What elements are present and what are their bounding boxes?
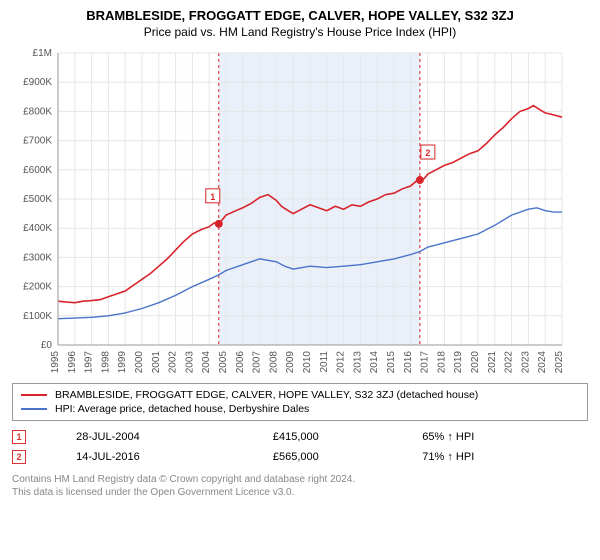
legend-label: HPI: Average price, detached house, Derb… — [55, 403, 309, 415]
markers-table: 1 28-JUL-2004 £415,000 65% ↑ HPI 2 14-JU… — [12, 427, 588, 467]
svg-text:2009: 2009 — [285, 351, 296, 374]
svg-text:1: 1 — [210, 192, 215, 202]
svg-text:2024: 2024 — [537, 351, 548, 374]
svg-text:2016: 2016 — [403, 351, 414, 374]
svg-text:2020: 2020 — [470, 351, 481, 374]
svg-text:£300K: £300K — [23, 252, 52, 263]
svg-text:2022: 2022 — [504, 351, 515, 374]
legend-item: HPI: Average price, detached house, Derb… — [21, 402, 579, 416]
marker-hpi: 71% ↑ HPI — [422, 447, 588, 467]
legend: BRAMBLESIDE, FROGGATT EDGE, CALVER, HOPE… — [12, 383, 588, 421]
svg-text:2025: 2025 — [554, 351, 565, 374]
legend-swatch — [21, 394, 47, 396]
svg-text:2018: 2018 — [436, 351, 447, 374]
svg-text:£800K: £800K — [23, 106, 52, 117]
svg-text:2002: 2002 — [168, 351, 179, 374]
svg-text:2001: 2001 — [151, 351, 162, 374]
svg-text:2007: 2007 — [252, 351, 263, 374]
svg-text:£1M: £1M — [33, 48, 52, 59]
svg-text:1995: 1995 — [50, 351, 61, 374]
svg-text:£400K: £400K — [23, 223, 52, 234]
svg-text:2014: 2014 — [369, 351, 380, 374]
svg-text:2011: 2011 — [319, 351, 330, 373]
svg-text:2017: 2017 — [420, 351, 431, 374]
svg-text:£0: £0 — [41, 340, 53, 351]
svg-text:£900K: £900K — [23, 77, 52, 88]
svg-text:£100K: £100K — [23, 311, 52, 322]
footer-text: Contains HM Land Registry data © Crown c… — [12, 473, 588, 499]
svg-text:2005: 2005 — [218, 351, 229, 374]
svg-text:2021: 2021 — [487, 351, 498, 374]
svg-text:2010: 2010 — [302, 351, 313, 374]
svg-text:2004: 2004 — [201, 351, 212, 374]
marker-badge: 1 — [12, 430, 26, 444]
svg-text:2003: 2003 — [184, 351, 195, 374]
chart-area: £0 £100K £200K £300K £400K £500K £600K £700K £80… — [12, 47, 588, 377]
legend-item: BRAMBLESIDE, FROGGATT EDGE, CALVER, HOPE… — [21, 388, 579, 402]
svg-text:1998: 1998 — [100, 351, 111, 374]
svg-text:1997: 1997 — [84, 351, 95, 374]
marker-price: £565,000 — [273, 447, 422, 467]
marker-badge: 2 — [12, 450, 26, 464]
marker-hpi: 65% ↑ HPI — [422, 427, 588, 447]
svg-text:2006: 2006 — [235, 351, 246, 374]
chart-title: BRAMBLESIDE, FROGGATT EDGE, CALVER, HOPE… — [12, 8, 588, 23]
marker-date: 14-JUL-2016 — [76, 447, 273, 467]
svg-text:2013: 2013 — [352, 351, 363, 374]
svg-text:2000: 2000 — [134, 351, 145, 374]
svg-text:£500K: £500K — [23, 194, 52, 205]
marker-date: 28-JUL-2004 — [76, 427, 273, 447]
svg-text:2023: 2023 — [520, 351, 531, 374]
svg-text:1999: 1999 — [117, 351, 128, 374]
svg-text:2015: 2015 — [386, 351, 397, 374]
marker-row: 1 28-JUL-2004 £415,000 65% ↑ HPI — [12, 427, 588, 447]
line-chart: £0 £100K £200K £300K £400K £500K £600K £700K £80… — [12, 47, 572, 377]
marker-price: £415,000 — [273, 427, 422, 447]
svg-text:2012: 2012 — [336, 351, 347, 374]
svg-text:2: 2 — [425, 148, 430, 158]
legend-label: BRAMBLESIDE, FROGGATT EDGE, CALVER, HOPE… — [55, 389, 478, 401]
marker-row: 2 14-JUL-2016 £565,000 71% ↑ HPI — [12, 447, 588, 467]
svg-text:£700K: £700K — [23, 136, 52, 147]
svg-text:1996: 1996 — [67, 351, 78, 374]
legend-swatch — [21, 408, 47, 410]
chart-subtitle: Price paid vs. HM Land Registry's House … — [12, 25, 588, 39]
svg-text:2008: 2008 — [268, 351, 279, 374]
svg-text:2019: 2019 — [453, 351, 464, 374]
svg-text:£200K: £200K — [23, 282, 52, 293]
svg-text:£600K: £600K — [23, 165, 52, 176]
